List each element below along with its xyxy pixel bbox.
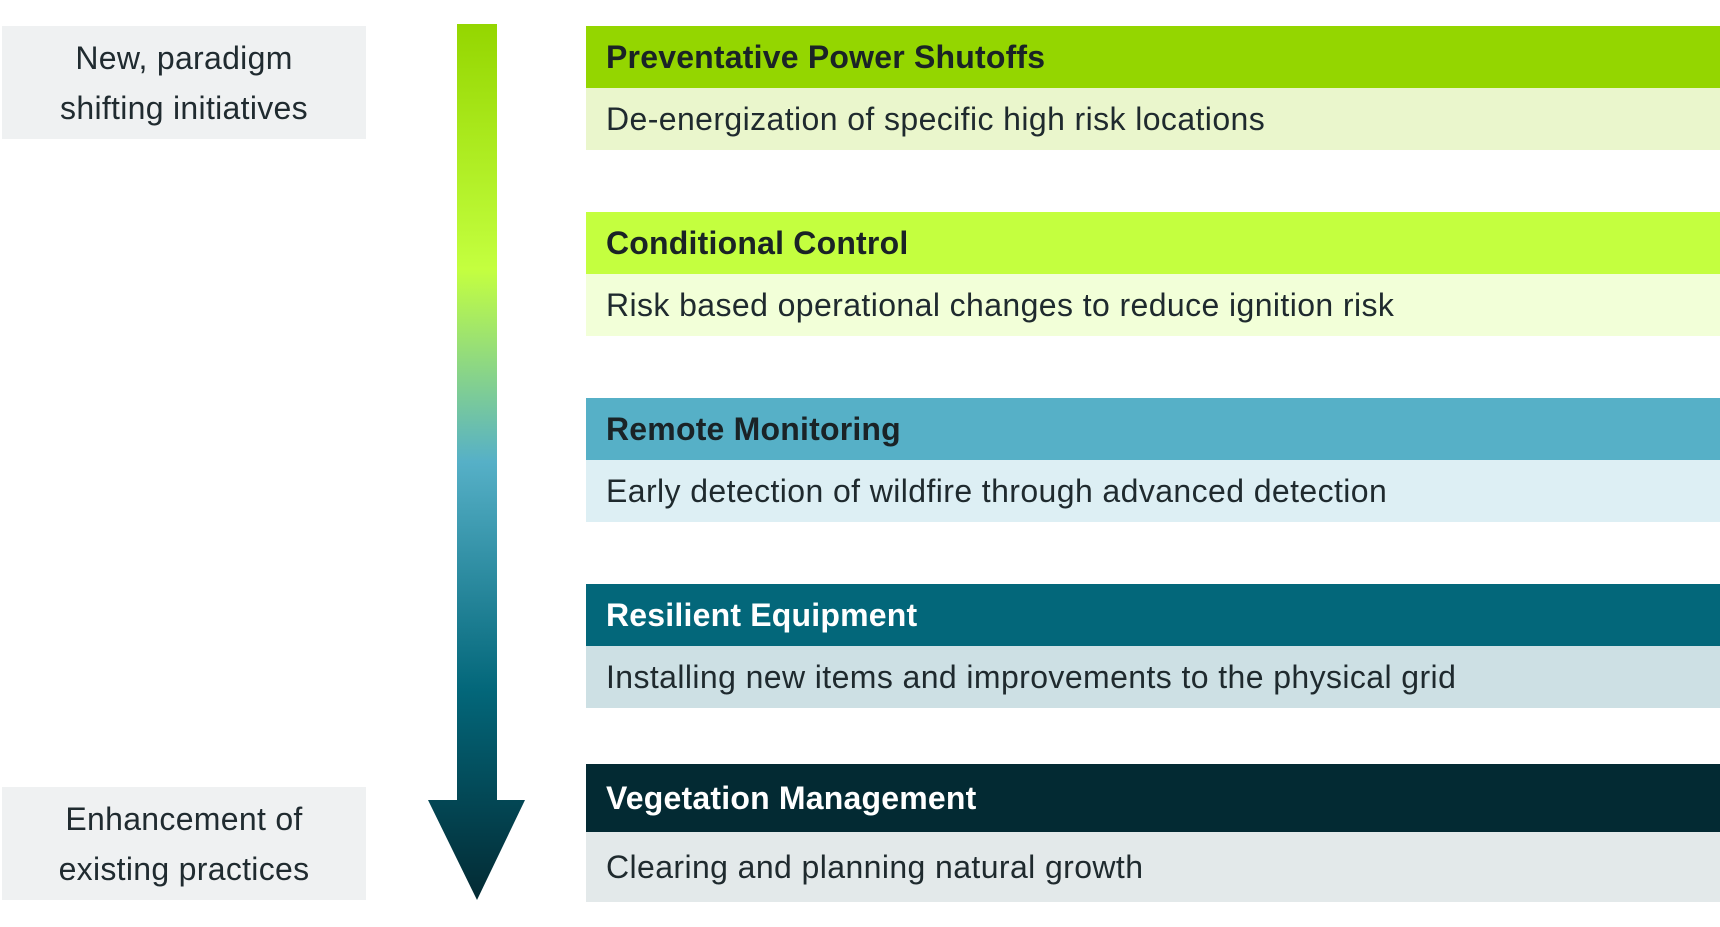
tier-description: Clearing and planning natural growth bbox=[586, 832, 1720, 902]
tier-title: Vegetation Management bbox=[586, 764, 1720, 832]
tier-title: Remote Monitoring bbox=[586, 398, 1720, 460]
tier-resilient-equipment: Resilient Equipment Installing new items… bbox=[586, 584, 1720, 708]
top-scale-label: New, paradigm shifting initiatives bbox=[2, 26, 366, 139]
tier-description: De-energization of specific high risk lo… bbox=[586, 88, 1720, 150]
tier-title: Resilient Equipment bbox=[586, 584, 1720, 646]
tier-title: Conditional Control bbox=[586, 212, 1720, 274]
tier-title: Preventative Power Shutoffs bbox=[586, 26, 1720, 88]
bottom-scale-label: Enhancement of existing practices bbox=[2, 787, 366, 900]
gradient-down-arrow bbox=[428, 24, 525, 900]
tier-vegetation-management: Vegetation Management Clearing and plann… bbox=[586, 764, 1720, 902]
tier-description: Early detection of wildfire through adva… bbox=[586, 460, 1720, 522]
tier-description: Risk based operational changes to reduce… bbox=[586, 274, 1720, 336]
tier-description: Installing new items and improvements to… bbox=[586, 646, 1720, 708]
tier-preventative-power-shutoffs: Preventative Power Shutoffs De-energizat… bbox=[586, 26, 1720, 150]
arrow-shape bbox=[428, 24, 525, 900]
tier-remote-monitoring: Remote Monitoring Early detection of wil… bbox=[586, 398, 1720, 522]
tier-conditional-control: Conditional Control Risk based operation… bbox=[586, 212, 1720, 336]
